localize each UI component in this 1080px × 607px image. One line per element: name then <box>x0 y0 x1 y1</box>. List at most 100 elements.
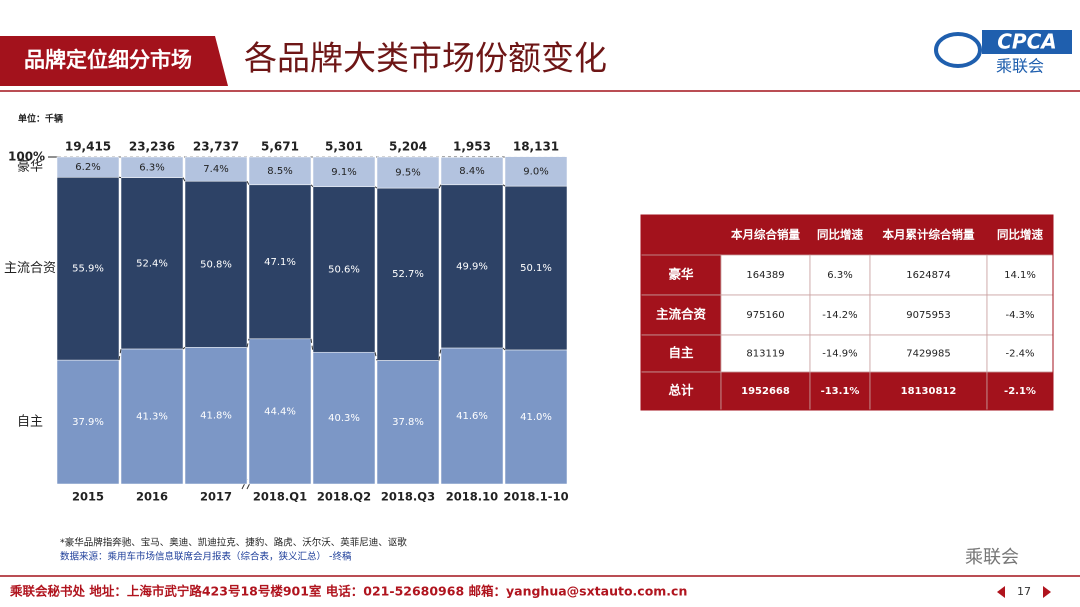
value-label: 9.1% <box>331 167 356 178</box>
cell-text: 自主 <box>668 345 694 360</box>
table-cell <box>720 334 811 373</box>
connector-line <box>310 184 314 188</box>
value-label: 50.1% <box>520 263 552 274</box>
value-label: 41.8% <box>200 411 232 422</box>
footer-text: 乘联会秘书处 地址：上海市武宁路423号18号楼901室 电话：021-5268… <box>9 584 687 599</box>
x-tick-label: 2018.Q1 <box>253 490 307 504</box>
page-number: 17 <box>1017 585 1031 598</box>
bar-segment <box>56 156 120 178</box>
source-note: 数据来源：乘用车市场信息联席会月报表（综合表，狭义汇总） -终稿 <box>60 551 352 563</box>
value-label: 41.0% <box>520 412 552 423</box>
section-tab <box>0 36 228 86</box>
bar-segment <box>312 186 376 353</box>
logo-text: CPCA <box>997 30 1057 54</box>
value-label: 44.4% <box>264 406 296 417</box>
x-tick-label: 2018.Q3 <box>381 490 435 504</box>
cell-text: 14.1% <box>1004 270 1036 281</box>
logo-mark <box>934 32 982 68</box>
x-tick-label: 2018.Q2 <box>317 490 371 504</box>
value-label: 7.4% <box>203 164 228 175</box>
connector-line <box>374 352 378 361</box>
table-cell <box>986 294 1054 336</box>
cell-text: -2.4% <box>1005 349 1034 360</box>
bar-segment <box>504 156 568 187</box>
table-cell <box>720 294 811 336</box>
cell-text: 164389 <box>746 270 784 281</box>
table-cell <box>640 334 722 373</box>
total-label: 1,953 <box>453 140 491 154</box>
cell-text: 18130812 <box>901 386 957 397</box>
column-header: 同比增速 <box>997 228 1043 242</box>
connector-line <box>246 180 250 186</box>
value-label: 6.2% <box>75 162 100 173</box>
value-label: 47.1% <box>264 257 296 268</box>
table-cell <box>720 371 811 411</box>
cell-text: -13.1% <box>821 386 860 397</box>
cell-text: -14.9% <box>822 349 857 360</box>
cell-text: 1952668 <box>741 386 790 397</box>
column-header: 本月综合销量 <box>731 228 800 242</box>
cell-text: 7429985 <box>906 349 951 360</box>
total-label: 23,737 <box>193 140 239 154</box>
table-cell <box>640 371 722 411</box>
value-label: 9.0% <box>523 166 548 177</box>
value-label: 37.9% <box>72 417 104 428</box>
table-cell <box>869 334 988 373</box>
table-border <box>640 214 1054 411</box>
cell-text: 豪华 <box>668 267 694 282</box>
connector-line <box>246 338 250 348</box>
bar-segment <box>184 180 248 348</box>
cell-text: -4.3% <box>1005 310 1034 321</box>
bar-segment <box>184 347 248 485</box>
x-tick-label: 2016 <box>136 490 168 504</box>
series-label: 自主 <box>17 415 43 430</box>
table-cell <box>640 254 722 296</box>
value-label: 40.3% <box>328 413 360 424</box>
total-label: 5,671 <box>261 140 299 154</box>
total-label: 5,301 <box>325 140 363 154</box>
value-label: 52.4% <box>136 258 168 269</box>
value-label: 37.8% <box>392 417 424 428</box>
value-label: 55.9% <box>72 264 104 275</box>
value-label: 52.7% <box>392 269 424 280</box>
bar-segment <box>56 177 120 361</box>
header-row <box>641 215 1053 255</box>
y-tick-label: 100% <box>8 150 45 164</box>
table-cell <box>986 334 1054 373</box>
cell-text: 9075953 <box>906 310 951 321</box>
series-label: 豪华 <box>17 159 43 175</box>
cell-text: 主流合资 <box>656 307 707 322</box>
prev-arrow[interactable] <box>997 586 1005 598</box>
bar-segment <box>120 348 184 485</box>
table-cell <box>809 294 871 336</box>
next-arrow[interactable] <box>1043 586 1051 598</box>
value-label: 8.4% <box>459 166 484 177</box>
connector-line <box>438 184 442 189</box>
total-label: 23,236 <box>129 140 175 154</box>
connector-line <box>502 184 506 187</box>
value-label: 50.8% <box>200 259 232 270</box>
bar-segment <box>120 177 184 350</box>
x-tick-label: 2017 <box>200 490 232 504</box>
value-label: 50.6% <box>328 264 360 275</box>
slide-title: 各品牌大类市场份额变化 <box>244 39 607 78</box>
bar-segment <box>312 351 376 485</box>
bar-segment <box>440 157 504 186</box>
cell-text: 813119 <box>746 349 784 360</box>
cell-text: 6.3% <box>827 270 852 281</box>
connector-line <box>182 177 186 182</box>
cell-text: -2.1% <box>1004 386 1036 397</box>
bar-segment <box>504 185 568 351</box>
connector-line <box>182 346 186 350</box>
bar-segment <box>248 338 312 485</box>
bar-segment <box>120 156 184 178</box>
connector-line <box>502 347 506 351</box>
total-label: 19,415 <box>65 140 111 154</box>
table-cell <box>869 371 988 411</box>
series-label: 主流合资 <box>4 261 56 276</box>
table-cell <box>986 254 1054 296</box>
table-cell <box>809 334 871 373</box>
connector-line <box>118 348 122 361</box>
bar-segment <box>56 359 120 485</box>
